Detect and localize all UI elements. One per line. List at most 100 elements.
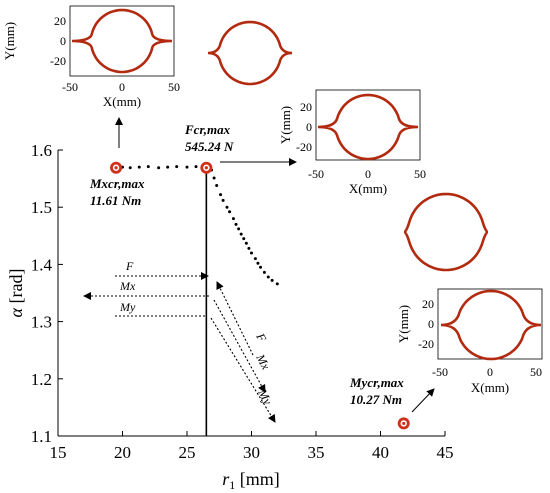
inset-1-shape [71,8,173,74]
y-tick-label: 1.2 [31,370,52,389]
f-critical-label: Fcr,max [184,122,231,137]
data-point [259,265,263,269]
data-point [266,275,270,279]
horizontal-direction-arrows: F Mx My [83,259,209,317]
data-point [242,237,246,241]
inset-3-ylabel: Y(mm) [396,305,411,343]
data-point [225,205,229,209]
inset-2-xtick-right: 50 [414,167,426,181]
data-point [194,165,198,169]
data-point [275,282,279,286]
f-arrow-diagonal [216,281,254,356]
y-tick-label: 1.5 [31,198,52,217]
data-point [270,278,274,282]
data-point [256,261,260,265]
my-arrow-horizontal-label: My [119,300,136,314]
inset-2-ytick-mid: 0 [306,120,312,134]
data-point [157,166,161,170]
inset-3-ytick-bottom: -20 [418,337,434,351]
y-tick-label: 1.6 [31,141,52,160]
data-point [239,232,243,236]
data-point [137,165,141,169]
x-axis-label: r1 [mm] [222,469,280,492]
diagonal-direction-arrows: F Mx My [210,281,276,423]
floating-shape-top [207,20,293,86]
data-point [175,165,179,169]
inset-1-ytick-bottom: -20 [50,54,66,68]
x-tick-label: 40 [372,443,389,462]
data-point [231,217,235,221]
inset-1-ytick-mid: 0 [60,34,66,48]
y-ticks: 1.1 1.2 1.3 1.4 1.5 1.6 [31,141,63,446]
inset-2-xtick-left: -50 [308,167,324,181]
f-arrow-diagonal-label: F [253,330,270,345]
inset-3-ytick-top: 20 [422,297,434,311]
data-point [185,165,189,169]
inset-2-ytick-top: 20 [300,100,312,114]
inset-2-ytick-bottom: -20 [296,140,312,154]
my-pointer-arrow [411,388,435,413]
scatter-series [121,165,279,286]
inset-1-xtick-mid: 0 [119,80,125,94]
data-point [221,198,225,202]
inset-3-xlabel: X(mm) [471,380,509,395]
inset-1-xtick-right: 50 [168,80,180,94]
mx-critical-value: 11.61 Nm [90,193,141,208]
mx-arrow-diagonal [213,299,266,393]
x-tick-label: 25 [179,443,196,462]
data-point [262,270,266,274]
inset-1-axes: 20 0 -20 -50 0 50 X(mm) Y(mm) [2,5,180,109]
mx-arrow-horizontal-label: Mx [119,279,136,293]
x-tick-label: 35 [308,443,325,462]
critical-marker-core [402,421,406,426]
data-point [250,251,253,255]
inset-3-xtick-right: 50 [530,365,542,379]
y-axis-label: α [rad] [6,269,26,318]
inset-1-xtick-left: -50 [62,80,78,94]
x-tick-label: 15 [50,443,67,462]
inset-3-ytick-mid: 0 [428,317,434,331]
inset-2-xlabel: X(mm) [349,181,387,196]
y-tick-label: 1.1 [31,427,52,446]
data-point [253,257,257,261]
inset-2-shape [317,93,419,161]
data-point [215,183,219,187]
data-point [166,165,170,169]
inset-1-ytick-top: 20 [54,14,66,28]
y-tick-label: 1.3 [31,313,52,332]
x-ticks: 15 20 25 30 35 40 45 [50,431,454,462]
y-tick-label: 1.4 [31,255,53,274]
inset-2-axes: 20 0 -20 -50 0 50 X(mm) Y(mm) [278,89,426,196]
inset-3-axes: 20 0 -20 -50 0 50 X(mm) Y(mm) [396,288,543,395]
data-point [237,227,241,231]
my-critical-value: 10.27 Nm [350,392,402,407]
data-point [212,176,216,180]
inset-3-shape [440,289,542,361]
x-tick-label: 30 [243,443,260,462]
data-point [219,193,223,197]
data-point [146,165,150,169]
my-arrow-diagonal [210,317,276,423]
mx-critical-label: Mxcr,max [89,176,145,191]
floating-shape-right [403,192,489,272]
critical-marker-core [204,166,208,170]
f-critical-value: 545.24 N [185,139,234,154]
data-point [228,210,232,214]
f-arrow-horizontal-label: F [125,259,134,273]
x-tick-label: 45 [437,443,454,462]
mx-arrow-diagonal-label: Mx [253,351,273,373]
main-axes: 15 20 25 30 35 40 45 1.1 1.2 1.3 1.4 1.5 1.6 r1 [mm… [6,141,454,492]
data-point [244,241,248,245]
inset-3-xtick-left: -50 [432,365,448,379]
critical-markers [110,161,410,430]
my-critical-label: Mycr,max [349,375,404,390]
inset-3-xtick-mid: 0 [487,365,493,379]
inset-2-xtick-mid: 0 [365,167,371,181]
data-point [128,166,132,170]
data-point [247,246,251,250]
inset-1-ylabel: Y(mm) [2,22,17,60]
my-arrow-diagonal-label: My [255,386,275,408]
x-tick-label: 20 [114,443,131,462]
